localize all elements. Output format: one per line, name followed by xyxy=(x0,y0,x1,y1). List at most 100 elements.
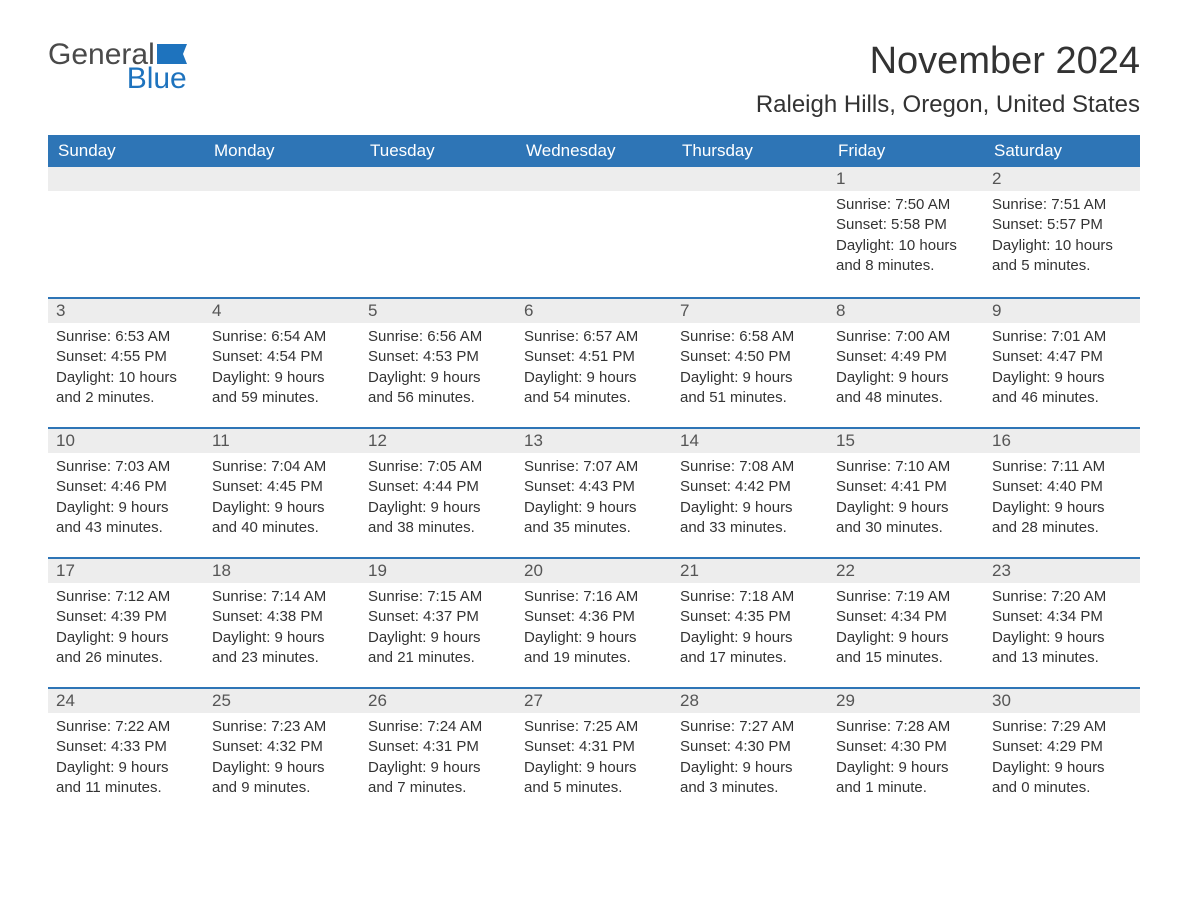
daylight-text: Daylight: 9 hours and 28 minutes. xyxy=(992,498,1132,539)
calendar-week-row: 3Sunrise: 6:53 AMSunset: 4:55 PMDaylight… xyxy=(48,297,1140,427)
sunset-text: Sunset: 4:43 PM xyxy=(524,477,664,497)
sunset-text: Sunset: 4:54 PM xyxy=(212,347,352,367)
day-details xyxy=(204,191,360,209)
daylight-text: Daylight: 9 hours and 11 minutes. xyxy=(56,758,196,799)
daylight-text: Daylight: 9 hours and 51 minutes. xyxy=(680,368,820,409)
day-details: Sunrise: 7:14 AMSunset: 4:38 PMDaylight:… xyxy=(204,583,360,682)
day-details: Sunrise: 7:19 AMSunset: 4:34 PMDaylight:… xyxy=(828,583,984,682)
day-details: Sunrise: 7:04 AMSunset: 4:45 PMDaylight:… xyxy=(204,453,360,552)
calendar-day-cell: 3Sunrise: 6:53 AMSunset: 4:55 PMDaylight… xyxy=(48,299,204,427)
day-details xyxy=(48,191,204,209)
sunset-text: Sunset: 4:49 PM xyxy=(836,347,976,367)
sunset-text: Sunset: 4:34 PM xyxy=(992,607,1132,627)
day-details: Sunrise: 7:18 AMSunset: 4:35 PMDaylight:… xyxy=(672,583,828,682)
calendar-header-row: SundayMondayTuesdayWednesdayThursdayFrid… xyxy=(48,135,1140,167)
daylight-text: Daylight: 9 hours and 43 minutes. xyxy=(56,498,196,539)
weekday-header: Tuesday xyxy=(360,135,516,167)
day-number: 3 xyxy=(48,299,204,323)
day-number xyxy=(516,167,672,191)
day-details: Sunrise: 7:23 AMSunset: 4:32 PMDaylight:… xyxy=(204,713,360,812)
sunrise-text: Sunrise: 7:23 AM xyxy=(212,717,352,737)
sunset-text: Sunset: 4:36 PM xyxy=(524,607,664,627)
sunset-text: Sunset: 4:30 PM xyxy=(836,737,976,757)
day-number: 16 xyxy=(984,429,1140,453)
day-details: Sunrise: 7:22 AMSunset: 4:33 PMDaylight:… xyxy=(48,713,204,812)
sunset-text: Sunset: 5:57 PM xyxy=(992,215,1132,235)
day-number: 29 xyxy=(828,689,984,713)
sunrise-text: Sunrise: 6:54 AM xyxy=(212,327,352,347)
sunrise-text: Sunrise: 7:10 AM xyxy=(836,457,976,477)
day-number: 21 xyxy=(672,559,828,583)
calendar-day-cell: 30Sunrise: 7:29 AMSunset: 4:29 PMDayligh… xyxy=(984,689,1140,817)
day-details: Sunrise: 7:24 AMSunset: 4:31 PMDaylight:… xyxy=(360,713,516,812)
sunset-text: Sunset: 4:37 PM xyxy=(368,607,508,627)
sunrise-text: Sunrise: 7:51 AM xyxy=(992,195,1132,215)
calendar-day-cell: 2Sunrise: 7:51 AMSunset: 5:57 PMDaylight… xyxy=(984,167,1140,297)
day-number: 30 xyxy=(984,689,1140,713)
sunrise-text: Sunrise: 6:56 AM xyxy=(368,327,508,347)
sunset-text: Sunset: 4:44 PM xyxy=(368,477,508,497)
sunset-text: Sunset: 4:45 PM xyxy=(212,477,352,497)
day-details: Sunrise: 7:01 AMSunset: 4:47 PMDaylight:… xyxy=(984,323,1140,422)
sunrise-text: Sunrise: 6:58 AM xyxy=(680,327,820,347)
day-number: 25 xyxy=(204,689,360,713)
sunset-text: Sunset: 4:29 PM xyxy=(992,737,1132,757)
sunset-text: Sunset: 4:31 PM xyxy=(524,737,664,757)
day-details: Sunrise: 7:50 AMSunset: 5:58 PMDaylight:… xyxy=(828,191,984,290)
calendar-day-cell: 28Sunrise: 7:27 AMSunset: 4:30 PMDayligh… xyxy=(672,689,828,817)
weekday-header: Thursday xyxy=(672,135,828,167)
calendar-day-cell: 5Sunrise: 6:56 AMSunset: 4:53 PMDaylight… xyxy=(360,299,516,427)
day-number: 15 xyxy=(828,429,984,453)
day-details: Sunrise: 7:03 AMSunset: 4:46 PMDaylight:… xyxy=(48,453,204,552)
day-details xyxy=(516,191,672,209)
calendar-day-cell: 4Sunrise: 6:54 AMSunset: 4:54 PMDaylight… xyxy=(204,299,360,427)
day-details: Sunrise: 7:16 AMSunset: 4:36 PMDaylight:… xyxy=(516,583,672,682)
day-details: Sunrise: 7:05 AMSunset: 4:44 PMDaylight:… xyxy=(360,453,516,552)
sunset-text: Sunset: 4:34 PM xyxy=(836,607,976,627)
day-details: Sunrise: 6:58 AMSunset: 4:50 PMDaylight:… xyxy=(672,323,828,422)
sunset-text: Sunset: 5:58 PM xyxy=(836,215,976,235)
day-number: 27 xyxy=(516,689,672,713)
calendar-day-cell: 15Sunrise: 7:10 AMSunset: 4:41 PMDayligh… xyxy=(828,429,984,557)
day-details: Sunrise: 7:51 AMSunset: 5:57 PMDaylight:… xyxy=(984,191,1140,290)
calendar-day-cell: 24Sunrise: 7:22 AMSunset: 4:33 PMDayligh… xyxy=(48,689,204,817)
sunset-text: Sunset: 4:47 PM xyxy=(992,347,1132,367)
weekday-header: Sunday xyxy=(48,135,204,167)
calendar-day-cell: 22Sunrise: 7:19 AMSunset: 4:34 PMDayligh… xyxy=(828,559,984,687)
calendar-day-cell: 6Sunrise: 6:57 AMSunset: 4:51 PMDaylight… xyxy=(516,299,672,427)
daylight-text: Daylight: 10 hours and 5 minutes. xyxy=(992,236,1132,277)
day-number: 4 xyxy=(204,299,360,323)
calendar-week-row: 10Sunrise: 7:03 AMSunset: 4:46 PMDayligh… xyxy=(48,427,1140,557)
page-header: General Blue November 2024 Raleigh Hills… xyxy=(48,40,1140,131)
sunset-text: Sunset: 4:32 PM xyxy=(212,737,352,757)
calendar-day-cell xyxy=(672,167,828,297)
daylight-text: Daylight: 9 hours and 21 minutes. xyxy=(368,628,508,669)
day-number xyxy=(48,167,204,191)
sunrise-text: Sunrise: 7:04 AM xyxy=(212,457,352,477)
daylight-text: Daylight: 9 hours and 13 minutes. xyxy=(992,628,1132,669)
day-details: Sunrise: 7:00 AMSunset: 4:49 PMDaylight:… xyxy=(828,323,984,422)
day-number: 17 xyxy=(48,559,204,583)
sunrise-text: Sunrise: 7:25 AM xyxy=(524,717,664,737)
day-number: 19 xyxy=(360,559,516,583)
sunset-text: Sunset: 4:33 PM xyxy=(56,737,196,757)
sunset-text: Sunset: 4:30 PM xyxy=(680,737,820,757)
day-number: 1 xyxy=(828,167,984,191)
daylight-text: Daylight: 9 hours and 54 minutes. xyxy=(524,368,664,409)
day-number: 5 xyxy=(360,299,516,323)
day-details: Sunrise: 7:20 AMSunset: 4:34 PMDaylight:… xyxy=(984,583,1140,682)
day-details: Sunrise: 7:11 AMSunset: 4:40 PMDaylight:… xyxy=(984,453,1140,552)
sunrise-text: Sunrise: 7:20 AM xyxy=(992,587,1132,607)
day-number: 18 xyxy=(204,559,360,583)
day-details: Sunrise: 6:56 AMSunset: 4:53 PMDaylight:… xyxy=(360,323,516,422)
sunrise-text: Sunrise: 7:18 AM xyxy=(680,587,820,607)
calendar-day-cell: 17Sunrise: 7:12 AMSunset: 4:39 PMDayligh… xyxy=(48,559,204,687)
sunset-text: Sunset: 4:51 PM xyxy=(524,347,664,367)
sunrise-text: Sunrise: 7:27 AM xyxy=(680,717,820,737)
calendar-day-cell xyxy=(204,167,360,297)
sunset-text: Sunset: 4:31 PM xyxy=(368,737,508,757)
sunset-text: Sunset: 4:39 PM xyxy=(56,607,196,627)
sunset-text: Sunset: 4:55 PM xyxy=(56,347,196,367)
day-number: 11 xyxy=(204,429,360,453)
month-title: November 2024 xyxy=(756,40,1140,83)
